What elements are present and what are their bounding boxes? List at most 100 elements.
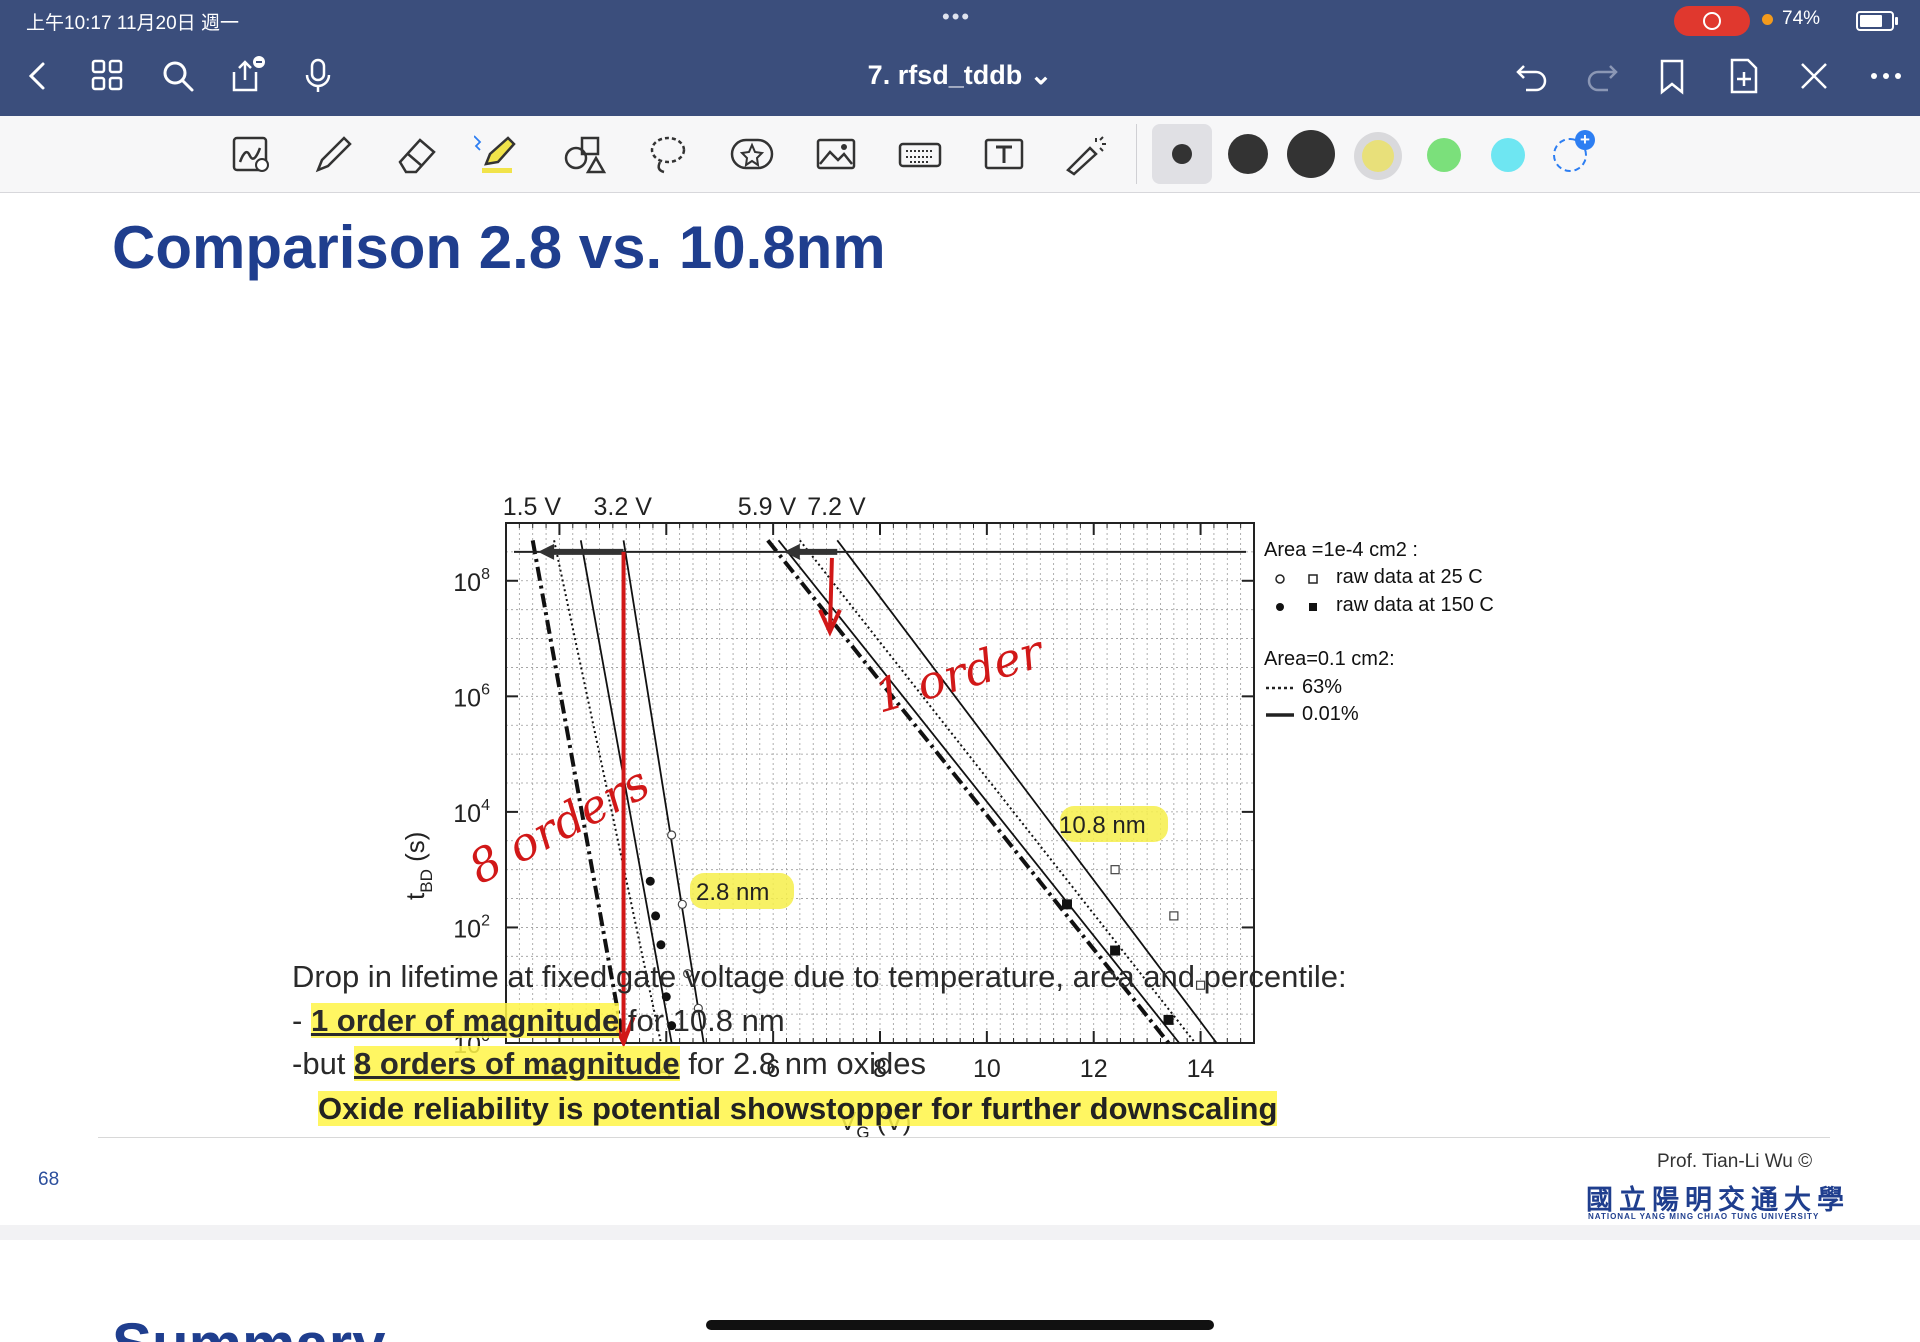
text-tool-icon[interactable]: [980, 132, 1028, 176]
svg-text:tBD (s): tBD (s): [400, 832, 436, 900]
point-raw150-10p8: [1163, 1014, 1174, 1025]
sticker-tool-icon[interactable]: [728, 132, 776, 176]
handwritten-1-order-annotation: 1 order: [818, 557, 1051, 724]
point-raw150-10p8: [1110, 945, 1121, 956]
x-tick-label: 6: [766, 1055, 780, 1083]
series-line-6: [777, 539, 1180, 1044]
body-line-3: -but 8 orders of magnitude for 2.8 nm ox…: [292, 1046, 926, 1081]
chart-grid: [505, 522, 1255, 1044]
home-indicator[interactable]: [706, 1320, 1214, 1330]
point-raw25-2p8: [667, 830, 677, 840]
cyan-color-swatch[interactable]: [1491, 138, 1525, 172]
footer-divider: [98, 1137, 1830, 1138]
pen-size-large-swatch[interactable]: [1287, 130, 1335, 178]
document-title-dropdown[interactable]: 7. rfsd_tddb ⌄: [867, 60, 1053, 90]
x-tick-label: 8: [873, 1055, 887, 1083]
battery-icon: [1856, 11, 1898, 31]
top-label-5p9v: 5.9 V: [738, 493, 797, 521]
pen-toggle-icon[interactable]: [1794, 56, 1834, 96]
slide-title: Comparison 2.8 vs. 10.8nm: [112, 214, 886, 281]
series-line-0: [553, 540, 662, 1044]
zoom-window-icon[interactable]: [228, 132, 276, 176]
grid-view-icon[interactable]: [88, 56, 128, 96]
redo-icon[interactable]: [1582, 56, 1622, 96]
highlighter-tool-icon[interactable]: [474, 132, 522, 176]
screen-record-icon[interactable]: [1674, 6, 1750, 36]
eraser-tool-icon[interactable]: [394, 132, 442, 176]
yellow-color-swatch[interactable]: [1362, 140, 1394, 172]
x-tick-label: 10: [973, 1055, 1001, 1083]
y-tick-label: 102: [453, 912, 490, 943]
bookmark-icon[interactable]: [1652, 56, 1692, 96]
university-logo-cn: 國立陽明交通大學: [1586, 1185, 1850, 1215]
drawing-toolbar: +: [0, 116, 1920, 193]
toolbar-divider: [1136, 124, 1137, 184]
university-logo-en: NATIONAL YANG MING CHIAO TUNG UNIVERSITY: [1588, 1212, 1820, 1221]
image-tool-icon[interactable]: [812, 132, 860, 176]
author-credit: Prof. Tian-Li Wu ©: [1657, 1151, 1813, 1172]
point-raw25-10p8: [1110, 865, 1120, 875]
pen-size-small-swatch[interactable]: [1172, 144, 1192, 164]
y-tick-label: 108: [453, 566, 490, 597]
point-raw150-2p8: [651, 911, 661, 921]
status-time: 上午10:17 11月20日 週一: [26, 13, 239, 34]
add-color-plus-icon[interactable]: +: [1575, 130, 1595, 150]
arrowhead-10p8: [783, 543, 800, 560]
legend-area-small: Area =1e-4 cm2 :: [1264, 539, 1418, 561]
label-10p8nm: 10.8 nm: [1059, 812, 1146, 839]
top-label-1p5v: 1.5 V: [503, 493, 562, 521]
multitask-dots-icon[interactable]: •••: [942, 4, 972, 29]
laser-pointer-icon[interactable]: [1062, 132, 1110, 176]
battery-percent: 74%: [1782, 8, 1821, 29]
x-tick-label: 12: [1080, 1055, 1108, 1083]
highlight-10p8nm: [1060, 806, 1168, 842]
series-line-1: [530, 539, 626, 1044]
undo-icon[interactable]: [1512, 56, 1552, 96]
body-line-4: Oxide reliability is potential showstopp…: [318, 1091, 1278, 1126]
legend-63-percent: 63%: [1302, 676, 1343, 698]
green-color-swatch[interactable]: [1427, 138, 1461, 172]
slide-page: Comparison 2.8 vs. 10.8nm 24681012141001…: [0, 193, 1920, 1225]
legend-0p01-percent: 0.01%: [1302, 703, 1359, 725]
legend-area-large: Area=0.1 cm2:: [1264, 648, 1395, 670]
top-label-7p2v: 7.2 V: [807, 493, 866, 521]
page-number: 68: [38, 1169, 60, 1190]
legend-raw-150c: raw data at 150 C: [1336, 594, 1494, 616]
legend-markers-icon: [1275, 574, 1318, 611]
series-line-3: [622, 540, 705, 1044]
point-raw25-2p8: [683, 969, 693, 979]
top-label-3p2v: 3.2 V: [594, 493, 653, 521]
legend-lines-icon: [1266, 686, 1294, 717]
point-raw150-10p8: [1062, 899, 1072, 910]
keyboard-tool-icon[interactable]: [896, 132, 944, 176]
lasso-tool-icon[interactable]: [644, 132, 692, 176]
add-page-icon[interactable]: [1724, 56, 1764, 96]
y-tick-label: 106: [453, 681, 490, 712]
more-options-icon[interactable]: [1866, 56, 1906, 96]
highlight-2p8nm: [690, 873, 794, 909]
back-chevron-icon[interactable]: [18, 56, 58, 96]
point-raw150-2p8: [645, 876, 655, 886]
pen-size-medium-swatch[interactable]: [1228, 134, 1268, 174]
shapes-tool-icon[interactable]: [560, 132, 608, 176]
highlight-1-order: 1 order of magnitude: [310, 1003, 620, 1038]
highlight-8-orders: 8 orders of magnitude: [354, 1046, 680, 1081]
search-icon[interactable]: [158, 56, 198, 96]
pen-tool-icon[interactable]: [310, 132, 358, 176]
series-line-2: [579, 540, 673, 1044]
share-icon[interactable]: [226, 56, 266, 96]
y-tick-label: 104: [453, 797, 490, 828]
point-raw25-2p8: [693, 1003, 703, 1013]
app-header: 上午10:17 11月20日 週一 ••• 74% 7. rfsd_tddb ⌄: [0, 0, 1920, 116]
label-2p8nm: 2.8 nm: [696, 879, 769, 906]
point-raw150-2p8: [667, 1021, 677, 1031]
microphone-icon[interactable]: [298, 56, 338, 96]
point-raw150-2p8: [661, 992, 671, 1002]
arrowhead-2p8: [538, 543, 555, 560]
y-axis-label: tBD (s): [400, 832, 436, 900]
add-color-icon[interactable]: [1553, 138, 1587, 172]
body-line-2: - 1 order of magnitude for 10.8 nm: [292, 1003, 785, 1038]
point-raw25-2p8: [677, 899, 687, 909]
mic-indicator-icon: [1762, 14, 1773, 25]
point-raw25-10p8: [1195, 980, 1206, 990]
